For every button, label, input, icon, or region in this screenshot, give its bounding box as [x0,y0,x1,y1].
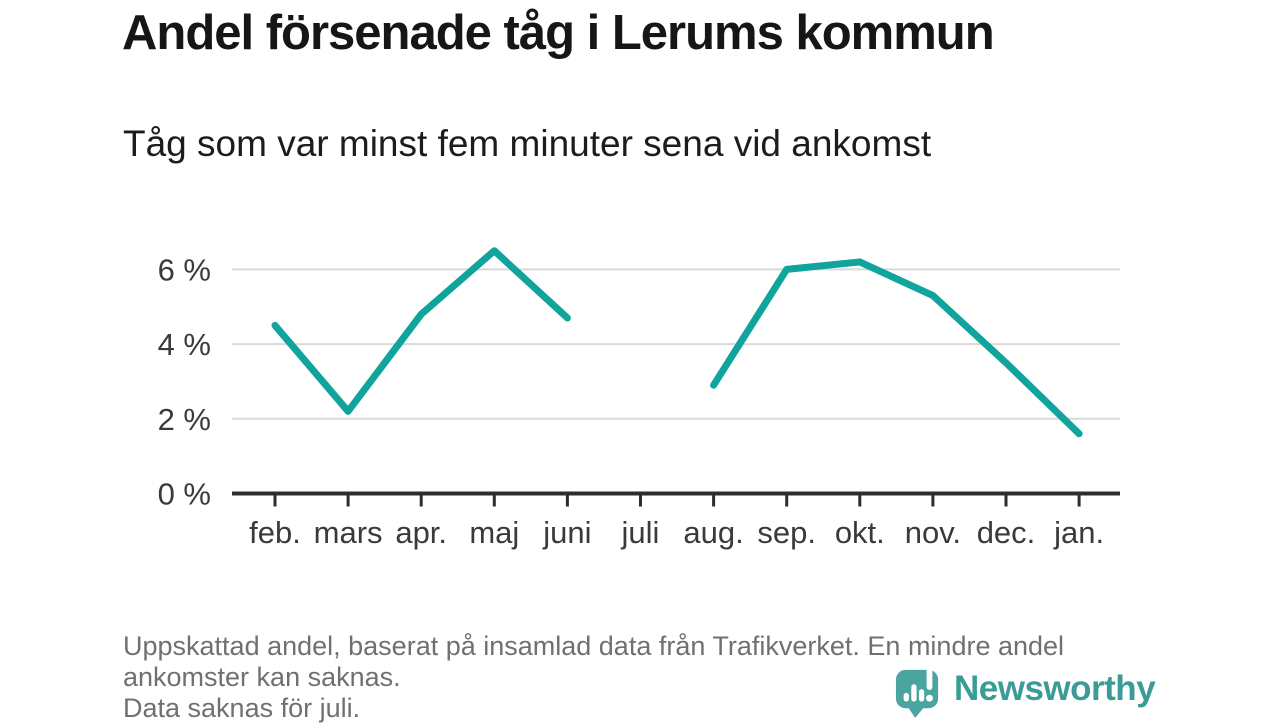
series-line-segment [271,247,571,415]
x-tick-label: juni [542,515,591,550]
bar-2 [911,683,917,702]
speech-bubble-tail [907,705,925,718]
chart-footnote: Uppskattad andel, baserat på insamlad da… [123,631,1183,724]
footnote-line: Uppskattad andel, baserat på insamlad da… [123,631,1065,661]
newsworthy-logo: Newsworthy [895,663,1156,718]
y-tick-label: 0 % [158,477,211,512]
x-tick-label: aug. [683,515,743,550]
bar-chart-speech-bubble-icon [895,664,939,718]
x-tick-label: okt. [835,515,885,550]
bar-3 [918,688,925,702]
brand-name: Newsworthy [954,669,1156,708]
bar-1 [903,692,909,702]
x-tick-label: maj [469,515,519,550]
exclamation-dot [926,694,933,702]
exclamation-bar [926,664,933,690]
y-tick-label: 2 % [158,402,211,437]
x-tick-label: juli [621,515,660,550]
x-tick-label: mars [314,515,383,550]
y-tick-label: 4 % [158,327,211,362]
x-tick-label: apr. [395,515,447,550]
footnote-line: ankomster kan saknas. [123,662,401,692]
footnote-line: Data saknas för juli. [123,693,361,723]
x-tick-label: nov. [905,515,961,550]
x-tick-label: dec. [977,515,1036,550]
x-tick-label: jan. [1053,515,1104,550]
chart-subtitle: Tåg som var minst fem minuter sena vid a… [123,123,932,164]
y-tick-label: 6 % [158,252,211,287]
x-tick-label: feb. [249,515,301,550]
series-line-segment [710,258,1083,438]
x-tick-label: sep. [757,515,816,550]
chart-title: Andel försenade tåg i Lerums kommun [122,6,995,60]
